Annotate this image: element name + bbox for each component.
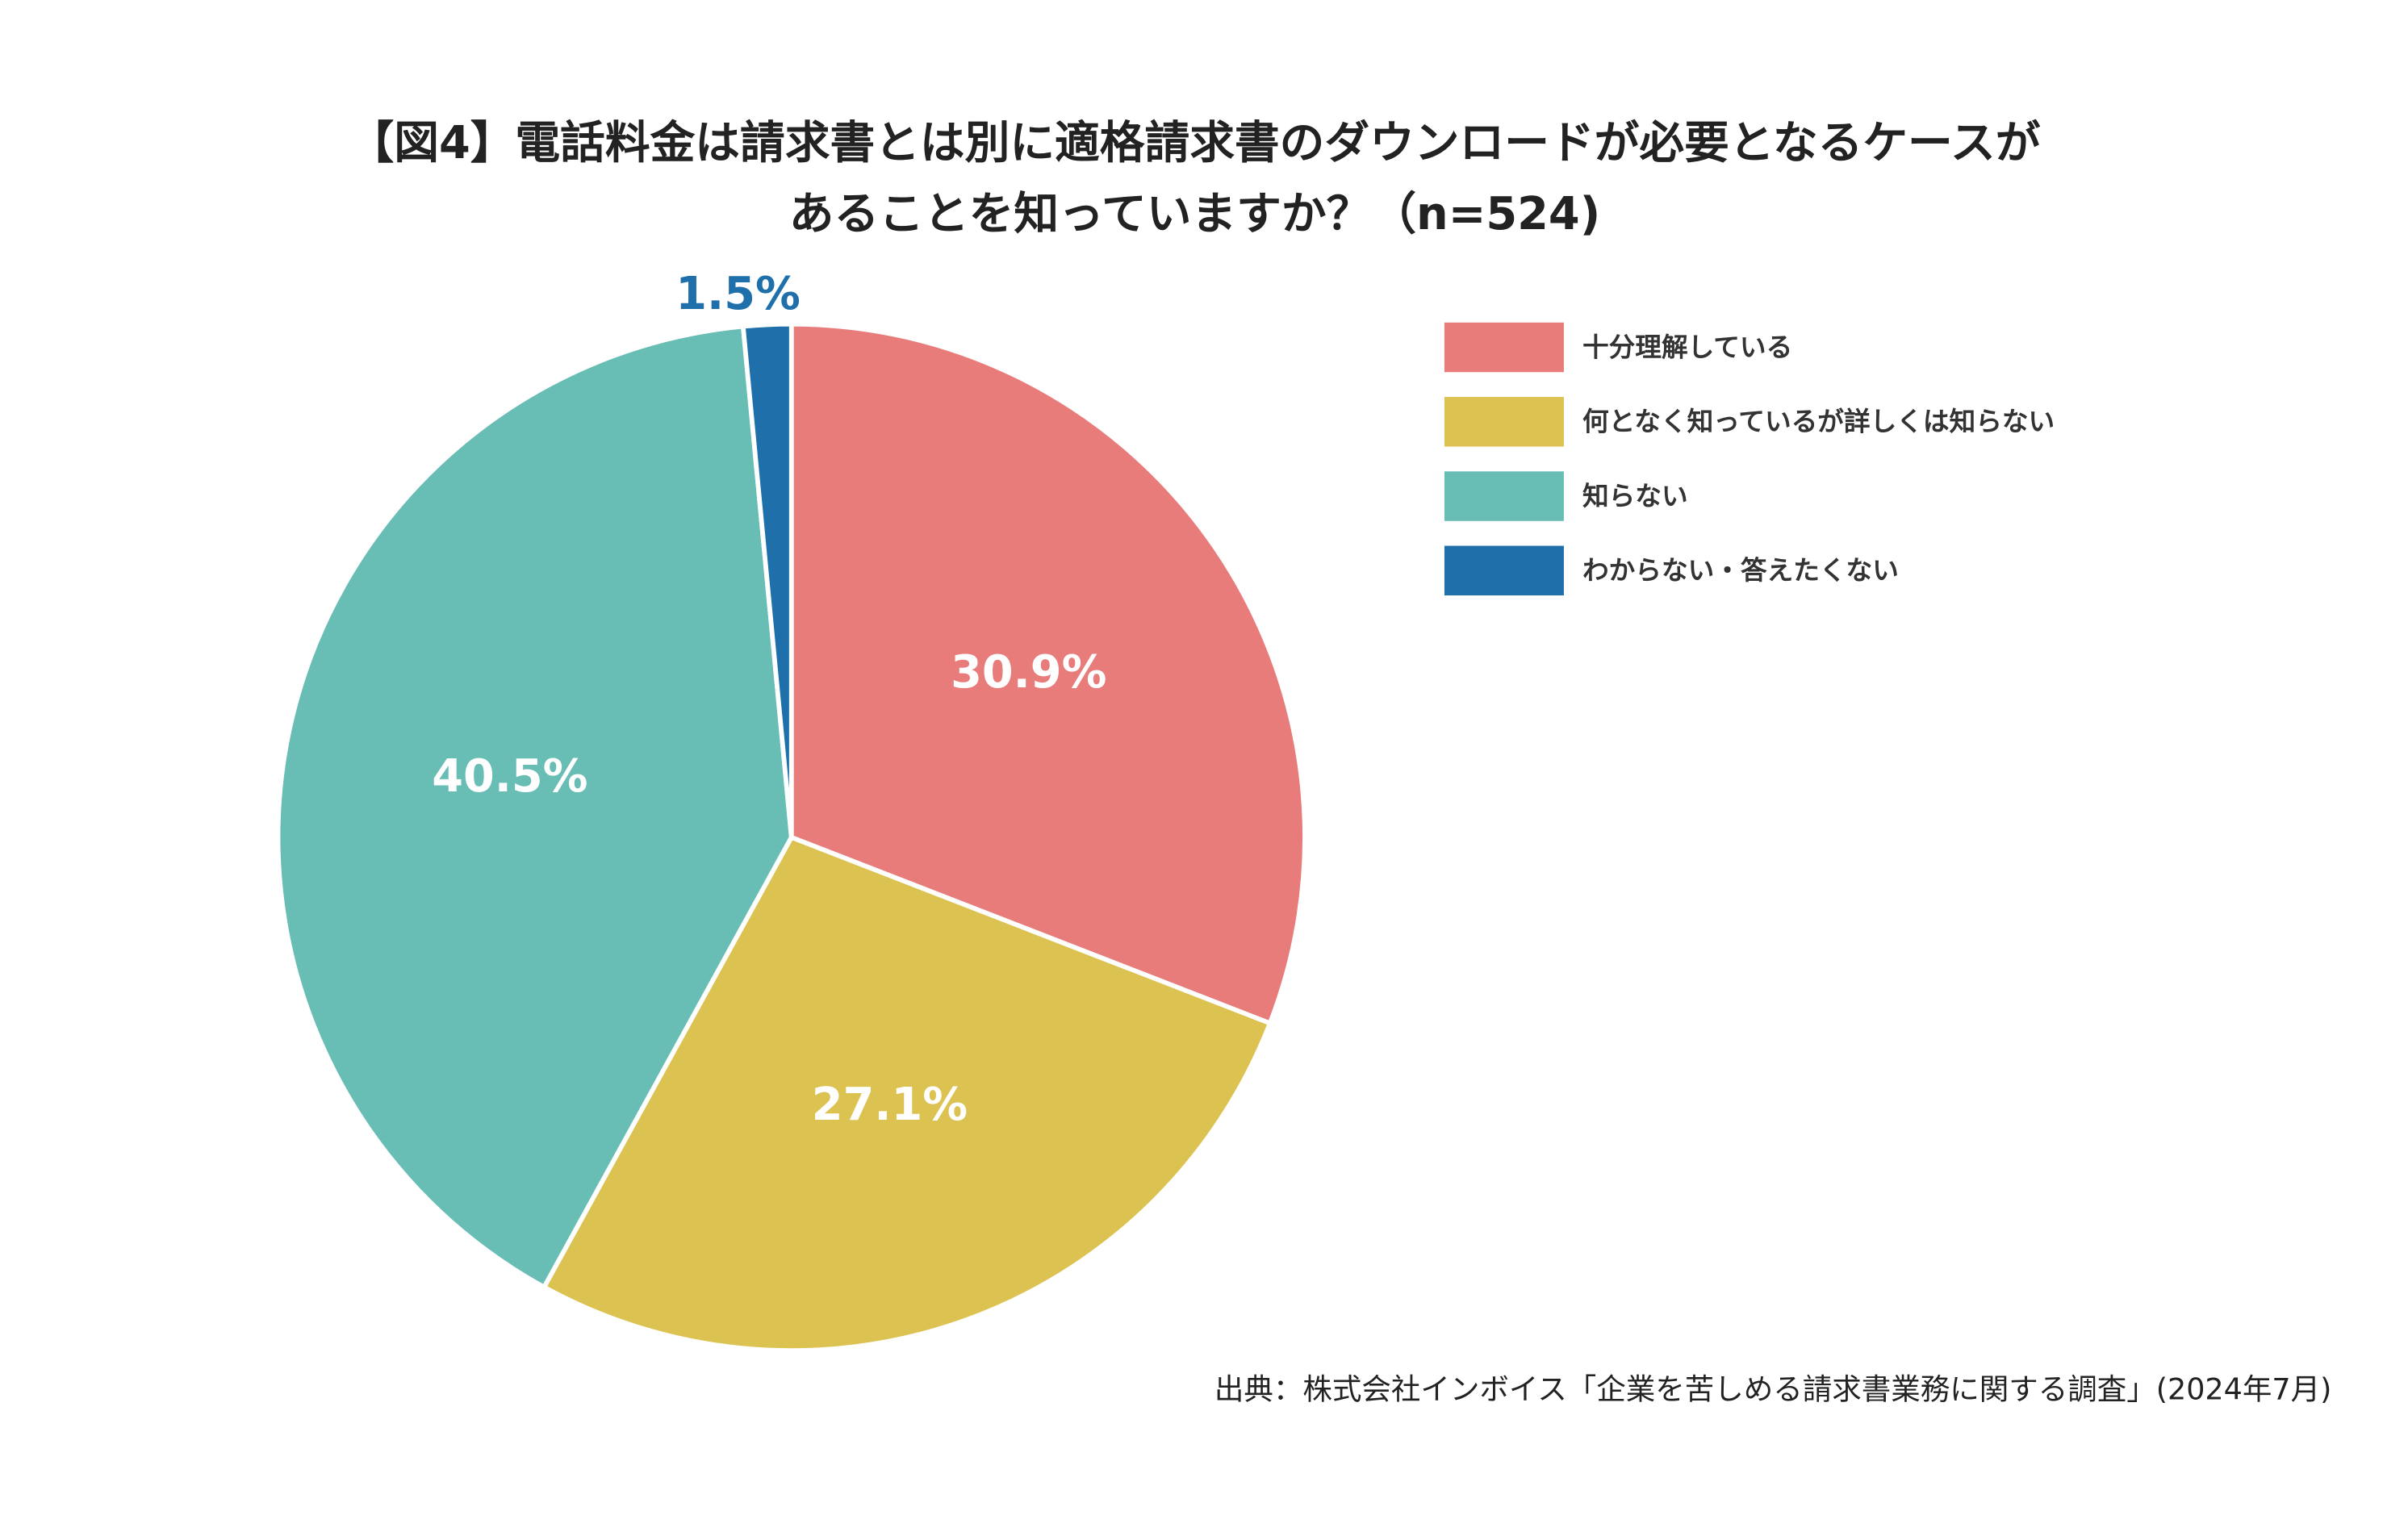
data-label: 30.9%	[951, 646, 1106, 699]
legend-label: 何となく知っているが詳しくは知らない	[1582, 407, 2055, 437]
legend-swatch	[1444, 471, 1564, 521]
chart-title: 【図4】電話料金は請求書とは別に適格請求書のダウンロードが必要となるケースが	[349, 117, 2041, 169]
legend-label: わからない・答えたくない	[1582, 555, 1899, 586]
pie-slice	[275, 324, 794, 1291]
pie-slice	[740, 321, 794, 838]
data-label: 40.5%	[432, 750, 587, 803]
pie-slice	[788, 321, 1307, 1027]
source-note: 出典：株式会社インボイス「企業を苦しめる請求書業務に関する調査」(2024年7月…	[1214, 1372, 2331, 1407]
pie-slice	[541, 834, 1273, 1353]
legend-swatch	[1444, 397, 1564, 447]
legend-label: 知らない	[1582, 481, 1688, 511]
data-label: 1.5%	[675, 268, 801, 320]
chart-title: あることを知っていますか？（n=524)	[789, 188, 1600, 240]
legend-swatch	[1444, 322, 1564, 373]
legend-swatch	[1444, 545, 1564, 596]
data-label: 27.1%	[812, 1079, 968, 1131]
legend-label: 十分理解している	[1582, 332, 1792, 362]
